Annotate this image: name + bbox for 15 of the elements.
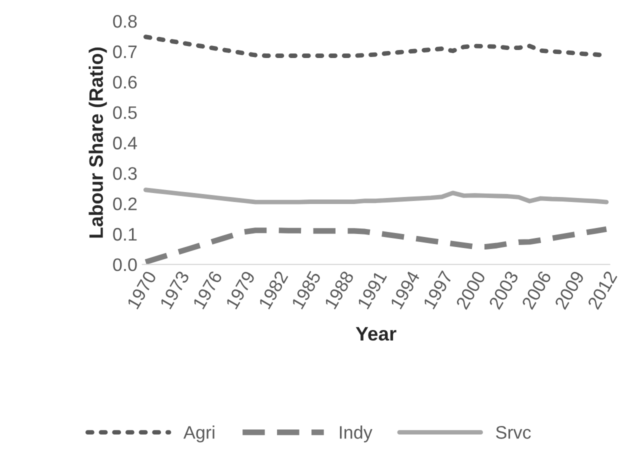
y-tick-label: 0.4 [113,136,137,150]
y-tick-label: 0.3 [113,167,137,180]
y-tick-label: 0.6 [113,76,137,89]
y-tick-label: 0.2 [113,198,137,210]
line-series [143,188,609,204]
y-axis-title: Labour Share (Ratio) [88,48,107,238]
x-axis-title: Year [356,327,396,341]
y-tick-label: 0.5 [113,106,137,120]
y-tick-label: 0.7 [113,45,137,58]
y-tick-label: 0.8 [113,14,137,28]
y-tick-label: 0.1 [113,228,137,241]
legend-label: Agri [183,426,214,442]
y-tick-label: 0.0 [113,258,137,272]
legend-label: Indy [340,426,372,442]
legend-label: Srvc [496,426,531,439]
